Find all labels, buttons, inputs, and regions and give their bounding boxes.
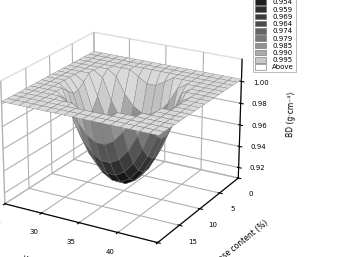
Y-axis label: Sucrose content (%): Sucrose content (%) <box>204 218 270 257</box>
X-axis label: Water content (%): Water content (%) <box>22 255 92 257</box>
Legend: 0.949, 0.954, 0.959, 0.969, 0.964, 0.974, 0.979, 0.985, 0.990, 0.995, Above: 0.949, 0.954, 0.959, 0.969, 0.964, 0.974… <box>253 0 296 72</box>
